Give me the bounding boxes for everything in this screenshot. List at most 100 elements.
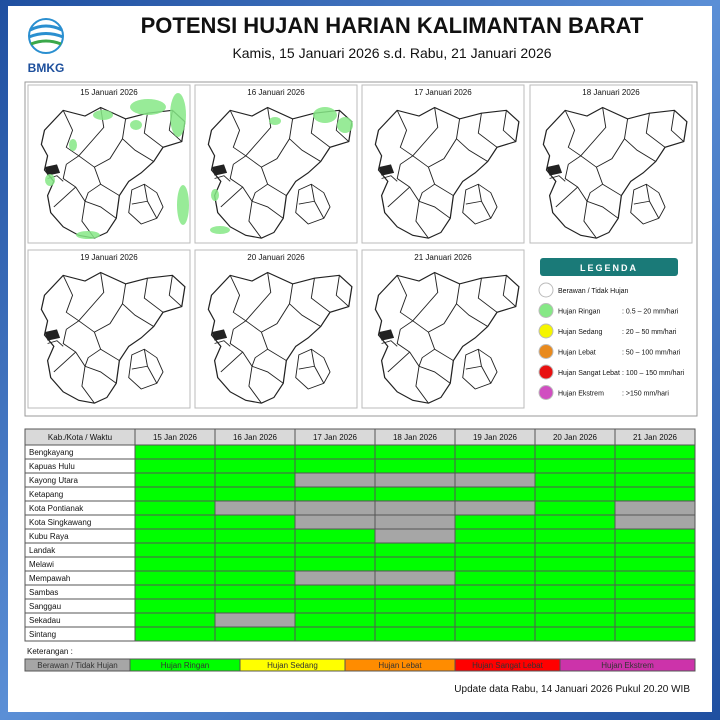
status-cell [454, 584, 536, 600]
status-cell [214, 514, 296, 530]
map: 18 Januari 2026 [529, 84, 693, 244]
status-cell [214, 584, 296, 600]
keterangan-label: Hujan Lebat [378, 661, 422, 670]
keterangan-label: Hujan Ekstrem [601, 661, 654, 670]
rain-area [93, 110, 113, 120]
status-cell [134, 556, 216, 572]
status-cell [134, 514, 216, 530]
legend-swatch [538, 364, 554, 380]
status-cell [614, 500, 696, 516]
status-cell [134, 598, 216, 614]
status-cell [214, 458, 296, 474]
table-header: 16 Jan 2026 [233, 433, 278, 442]
status-cell [534, 626, 616, 642]
status-cell [534, 514, 616, 530]
status-cell [294, 556, 376, 572]
legend-swatch [538, 282, 554, 298]
status-cell [134, 528, 216, 544]
keterangan-label: Hujan Sangat Lebat [472, 661, 544, 670]
rain-area [210, 226, 230, 234]
rain-area [130, 120, 142, 130]
map-label: 21 Januari 2026 [414, 253, 472, 262]
status-cell [374, 612, 456, 628]
row-name: Sekadau [29, 616, 61, 625]
status-cell [534, 500, 616, 516]
status-cell [134, 486, 216, 502]
status-cell [134, 570, 216, 586]
status-cell [374, 472, 456, 488]
status-cell [534, 486, 616, 502]
legend-swatch [538, 385, 554, 400]
legend-range: : 20 – 50 mm/hari [622, 329, 677, 336]
rain-area [130, 99, 166, 115]
status-cell [614, 528, 696, 544]
keterangan-label: Berawan / Tidak Hujan [37, 661, 118, 670]
status-cell [534, 598, 616, 614]
row-name: Sambas [29, 588, 58, 597]
status-cell [534, 458, 616, 474]
map-label: 19 Januari 2026 [80, 253, 138, 262]
status-cell [454, 556, 536, 572]
status-cell [454, 514, 536, 530]
map: 17 Januari 2026 [361, 84, 525, 244]
rain-area [177, 185, 189, 225]
status-cell [454, 486, 536, 502]
status-cell [534, 584, 616, 600]
status-cell [454, 444, 536, 460]
status-cell [294, 500, 376, 516]
status-cell [454, 598, 536, 614]
status-cell [454, 542, 536, 558]
status-cell [374, 458, 456, 474]
status-cell [134, 612, 216, 628]
row-name: Kubu Raya [29, 532, 69, 541]
status-cell [294, 486, 376, 502]
table-header: 21 Jan 2026 [633, 433, 678, 442]
rain-area [69, 139, 77, 151]
rain-area [170, 93, 186, 137]
status-cell [294, 528, 376, 544]
row-name: Landak [29, 546, 56, 555]
status-cell [614, 626, 696, 642]
status-cell [294, 472, 376, 488]
title: POTENSI HUJAN HARIAN KALIMANTAN BARAT [141, 13, 644, 38]
legend-range: : 50 – 100 mm/hari [622, 350, 681, 357]
status-cell [374, 626, 456, 642]
legend-header [540, 258, 678, 276]
map-label: 17 Januari 2026 [414, 88, 472, 97]
table-header: 15 Jan 2026 [153, 433, 198, 442]
status-cell [134, 542, 216, 558]
logo-text: BMKG [28, 61, 65, 75]
status-cell [294, 626, 376, 642]
status-cell [294, 542, 376, 558]
map: 16 Januari 2026 [194, 84, 358, 244]
legend-range: : >150 mm/hari [622, 391, 669, 398]
table-header: 19 Jan 2026 [473, 433, 518, 442]
map: 20 Januari 2026 [194, 249, 358, 409]
row-name: Mempawah [29, 574, 70, 583]
status-cell [374, 570, 456, 586]
status-cell [374, 514, 456, 530]
legend-label: Hujan Ekstrem [558, 391, 604, 398]
status-cell [534, 570, 616, 586]
legend-label: Hujan Sangat Lebat [558, 370, 620, 377]
status-cell [214, 528, 296, 544]
status-cell [134, 584, 216, 600]
status-cell [534, 556, 616, 572]
rain-area [45, 174, 55, 186]
status-cell [614, 612, 696, 628]
rain-area [337, 117, 353, 133]
status-cell [214, 612, 296, 628]
map: 21 Januari 2026 [361, 249, 525, 409]
status-cell [534, 542, 616, 558]
row-name: Melawi [29, 560, 54, 569]
keterangan-swatch [559, 658, 696, 672]
status-cell [214, 500, 296, 516]
status-cell [614, 514, 696, 530]
table-header: Kab./Kota / Waktu [48, 433, 112, 442]
status-cell [614, 486, 696, 502]
table-header: 18 Jan 2026 [393, 433, 438, 442]
status-cell [534, 528, 616, 544]
status-cell [214, 626, 296, 642]
status-cell [294, 570, 376, 586]
